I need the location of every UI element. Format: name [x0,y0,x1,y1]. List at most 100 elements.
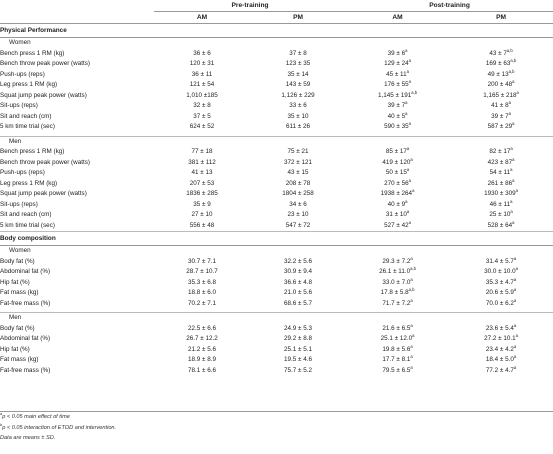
significance-marker: a [516,89,519,95]
table-row: Bench throw peak power (watts) 120 ± 31 12… [0,59,553,70]
table-row: Fat-free mass (%) 78.1 ± 6.6 75.7 ± 5.2 79.… [0,364,553,377]
pre-pm-cell: 19.5 ± 4.6 [284,356,312,363]
row-label: Squat jump peak power (watts) [0,190,87,197]
pre-pm-cell: 143 ± 59 [285,81,311,88]
significance-marker: a [406,68,409,74]
results-table: Pre-training Post-training AM PM AM PM P… [0,0,553,377]
group-label: Women [9,39,31,46]
post-am-cell: 33.0 ± 7.0a [346,277,449,289]
significance-marker: a [408,58,411,64]
pre-am-cell: 70.2 ± 7.1 [188,299,216,307]
post-am-cell: 17.7 ± 8.1a [346,355,449,366]
group-label-row: Men [0,135,553,147]
post-am-value: 79.5 ± 6.5 [382,366,411,374]
pre-am-cell: 27 ± 10 [191,211,213,218]
table-row: Fat mass (kg) 18.8 ± 6.0 21.0 ± 5.6 17.8 ± … [0,288,553,299]
pre-am-cell: 28.7 ± 10.7 [186,268,218,275]
post-pm-value: 1,165 ± 218 [483,91,517,99]
significance-marker: a [513,255,517,261]
row-label: Leg press 1 RM (kg) [0,81,58,88]
pre-pm-cell: 23 ± 10 [287,211,309,218]
table-row: Body fat (%) 22.5 ± 6.6 24.9 ± 5.3 21.6 ± 6… [0,323,553,335]
table-row: Push-ups (reps) 41 ± 13 43 ± 15 50 ± 15a 54 … [0,168,553,179]
post-am-value: 1938 ± 264 [380,190,413,197]
table-row: Hip fat (%) 35.3 ± 6.8 36.6 ± 4.8 33.0 ± 7.… [0,277,553,289]
post-am-cell: 85 ± 17a [346,147,449,158]
table-row: 5 km time trial (sec) 624 ± 52 611 ± 26 590… [0,122,553,133]
significance-marker: a [515,188,518,194]
label-column-header [0,11,154,24]
post-am-value: 527 ± 42 [384,221,409,229]
post-am-cell: 71.7 ± 7.2a [346,298,449,310]
row-label: Bench throw peak power (watts) [0,158,90,166]
pre-pm-cell: 43 ± 15 [287,169,309,176]
post-pm-value: 200 ± 48 [487,81,513,88]
table-row: Bench press 1 RM (kg) 77 ± 18 75 ± 21 85 ± … [0,147,553,158]
pre-am-cell: 18.9 ± 8.9 [188,356,216,363]
pre-pm-cell: 75 ± 21 [287,148,309,155]
pre-pm-cell: 25.1 ± 5.1 [284,345,312,353]
post-pm-value: 30.0 ± 10.0 [484,268,516,275]
post-pm-value: 41 ± 8 [491,102,509,109]
section-title: Physical Performance [0,23,553,38]
section-title: Body composition [0,231,553,246]
pre-pm-column-header: PM [250,11,347,24]
pre-pm-cell: 547 ± 72 [285,221,311,229]
significance-marker: a [510,146,513,152]
post-pm-value: 54 ± 11 [489,169,511,176]
row-label: Sit-ups (reps) [0,102,38,109]
post-pm-cell: 77.2 ± 4.7a [449,364,553,377]
post-pm-cell: 41 ± 8a [449,101,553,112]
group-label-row: Men [0,312,553,324]
pre-am-cell: 556 ± 48 [189,221,215,229]
post-am-value: 31 ± 10 [385,211,407,218]
pre-am-cell: 207 ± 53 [189,179,215,187]
footnote-b: bp < 0.05 interaction of ETOD and interv… [0,421,553,434]
post-pm-value: 587 ± 29 [487,123,513,130]
table-row: Abdominal fat (%) 26.7 ± 12.2 29.2 ± 8.8 25… [0,334,553,345]
post-am-value: 85 ± 17 [385,148,407,155]
row-label: Leg press 1 RM (kg) [0,179,58,187]
post-am-value: 50 ± 15 [385,169,407,176]
post-pm-cell: 169 ± 63a,b [449,59,553,70]
pre-am-column-header: AM [154,11,250,24]
post-pm-cell: 31.4 ± 5.7a [449,255,553,268]
group-label: Women [9,247,31,254]
pre-pm-cell: 30.9 ± 9.4 [284,268,312,275]
pre-pm-cell: 33 ± 6 [289,102,307,109]
table-row: 5 km time trial (sec) 556 ± 48 547 ± 72 527… [0,220,553,232]
footnote-b-marker: b [0,421,3,427]
significance-marker: a [405,100,408,106]
significance-marker: a,b [508,68,515,74]
row-label: Push-ups (reps) [0,70,45,78]
pre-am-cell: 26.7 ± 12.2 [186,335,218,342]
footnote-data-note: Data are means ± SD. [0,433,553,444]
post-am-cell: 25.1 ± 12.0a [346,334,449,345]
significance-marker: a [513,364,517,370]
significance-marker: a [513,343,517,349]
row-label: Fat mass (kg) [0,356,39,363]
pre-am-cell: 36 ± 6 [193,49,211,57]
significance-marker: a [512,156,515,162]
significance-marker: a [410,354,413,360]
significance-marker: a [408,121,411,127]
significance-marker: a [412,333,415,339]
post-am-cell: 21.6 ± 6.5a [346,323,449,335]
significance-marker: a [513,354,517,360]
pre-am-cell: 121 ± 54 [189,81,215,88]
pre-pm-cell: 24.9 ± 5.3 [284,324,312,332]
post-am-value: 25.1 ± 12.0 [380,335,413,342]
post-pm-value: 82 ± 17 [489,148,511,155]
significance-marker: a [412,188,415,194]
pre-am-cell: 18.8 ± 6.0 [188,289,216,296]
post-am-value: 33.0 ± 7.0 [382,278,411,286]
post-pm-value: 43 ± 7 [489,49,507,57]
post-pm-cell: 23.6 ± 5.4a [449,323,553,335]
table-row: Squat jump peak power (watts) 1836 ± 285 1… [0,189,553,200]
post-am-cell: 39 ± 7a [346,101,449,112]
post-pm-value: 77.2 ± 4.7 [485,366,514,374]
row-label: Push-ups (reps) [0,169,45,176]
pre-am-cell: 77 ± 18 [191,148,213,155]
post-pm-value: 528 ± 64 [487,221,513,229]
